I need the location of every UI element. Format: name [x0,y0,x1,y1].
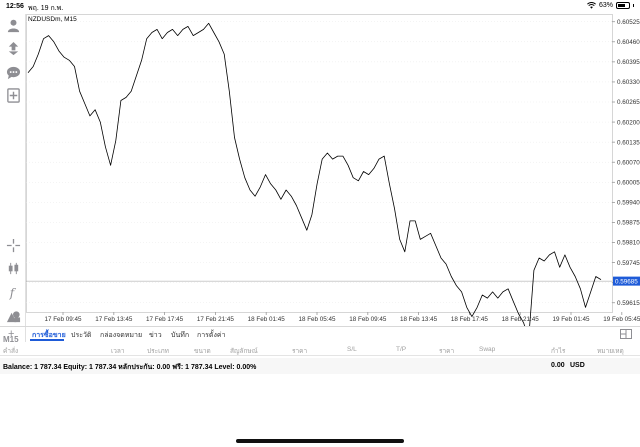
x-tick-label: 18 Feb 13:45 [400,316,438,323]
x-tick-label: 18 Feb 09:45 [349,316,387,323]
battery-percent: 63% [598,2,613,9]
col-order: คำสั่ง [3,348,19,355]
add-indicator-icon[interactable] [4,86,22,104]
bottom-tab-bar: + การซื้อขาย ประวัติ กล่องจดหมาย ข่าว บั… [0,326,640,341]
wifi-icon [587,2,596,9]
col-profit: กำไร [551,348,566,355]
x-tick-label: 19 Feb 05:45 [603,316,640,323]
col-current-price: ราคา [439,348,455,355]
y-tick-label: 0.59875 [617,220,640,227]
y-tick-label: 0.60395 [617,59,640,66]
y-tick-label: 0.60005 [617,180,640,187]
function-icon[interactable]: f [4,283,22,301]
battery-icon [616,2,630,9]
tab-history[interactable]: ประวัติ [71,332,92,339]
y-tick-label: 0.60070 [617,159,640,166]
chart-canvas[interactable]: 0.60525 0.60460 0.60395 0.60330 0.60265 0.602… [26,14,640,339]
price-chart[interactable]: 0.60525 0.60460 0.60395 0.60330 0.60265 0.602… [26,14,640,342]
col-price: ราคา [292,348,308,355]
col-symbol: สัญลักษณ์ [230,348,258,355]
tab-settings[interactable]: การตั้งค่า [197,332,226,339]
y-tick-label: 0.60330 [617,79,640,86]
status-bar: 12:56 พฤ. 19 ก.พ. 63% [0,0,640,14]
y-tick-label: 0.60265 [617,99,640,106]
account-icon[interactable] [4,16,22,34]
left-toolbar: f M15 [0,14,26,344]
x-tick-label: 17 Feb 17:45 [146,316,184,323]
y-tick-label: 0.60525 [617,19,640,26]
status-right: 63% [587,2,634,9]
tab-mailbox[interactable]: กล่องจดหมาย [100,332,143,339]
current-price-badge [613,276,640,286]
x-tick-label: 17 Feb 13:45 [95,316,133,323]
y-tick-label: 0.59745 [617,260,640,267]
y-tick-label: 0.60135 [617,139,640,146]
x-tick-label: 18 Feb 21:45 [502,316,540,323]
x-tick-label: 17 Feb 09:45 [44,316,82,323]
x-tick-label: 18 Feb 05:45 [298,316,336,323]
status-date: พฤ. 19 ก.พ. [28,5,64,12]
col-tp: T/P [396,346,407,353]
candles-icon[interactable] [4,259,22,277]
account-summary: Balance: 1 787.34 Equity: 1 787.34 หลักป… [3,364,257,371]
tab-news[interactable]: ข่าว [149,332,162,339]
trade-icon[interactable] [4,39,22,57]
account-profit: 0.00 [551,362,565,369]
plot-frame [26,14,613,313]
timeframe-button[interactable]: M15 [3,335,19,344]
active-tab-indicator [30,339,64,341]
x-tick-label: 19 Feb 01:45 [552,316,590,323]
account-summary-row: Balance: 1 787.34 Equity: 1 787.34 หลักป… [0,358,640,374]
y-tick-label: 0.60200 [617,119,640,126]
chart-symbol-label: NZDUSDm, M15 [28,16,77,23]
col-time: เวลา [111,348,125,355]
add-icon[interactable]: + [8,328,15,340]
col-swap: Swap [479,346,496,353]
crosshair-icon[interactable] [4,236,22,254]
home-indicator [236,439,404,443]
tab-trade[interactable]: การซื้อขาย [32,332,66,339]
current-price-label: 0.59685 [615,278,638,285]
account-currency: USD [570,362,585,369]
x-tick-label: 17 Feb 21:45 [197,316,235,323]
y-tick-label: 0.59940 [617,200,640,207]
y-tick-label: 0.59810 [617,240,640,247]
status-time: 12:56 [6,3,24,10]
tab-journal[interactable]: บันทึก [171,332,190,339]
chat-icon[interactable] [4,63,22,81]
y-tick-label: 0.60460 [617,39,640,46]
layout-toggle-icon[interactable] [620,329,632,339]
x-tick-label: 18 Feb 01:45 [248,316,286,323]
col-type: ประเภท [147,348,169,355]
orders-table-header: คำสั่ง เวลา ประเภท ขนาด สัญลักษณ์ ราคา S… [0,342,640,356]
price-series-line [27,22,602,339]
svg-text:f: f [8,286,16,300]
col-sl: S/L [347,346,357,353]
y-tick-label: 0.59615 [617,300,640,307]
objects-icon[interactable] [4,307,22,325]
x-tick-label: 18 Feb 17:45 [451,316,489,323]
col-volume: ขนาด [194,348,211,355]
col-comment: หมายเหตุ [597,348,624,355]
